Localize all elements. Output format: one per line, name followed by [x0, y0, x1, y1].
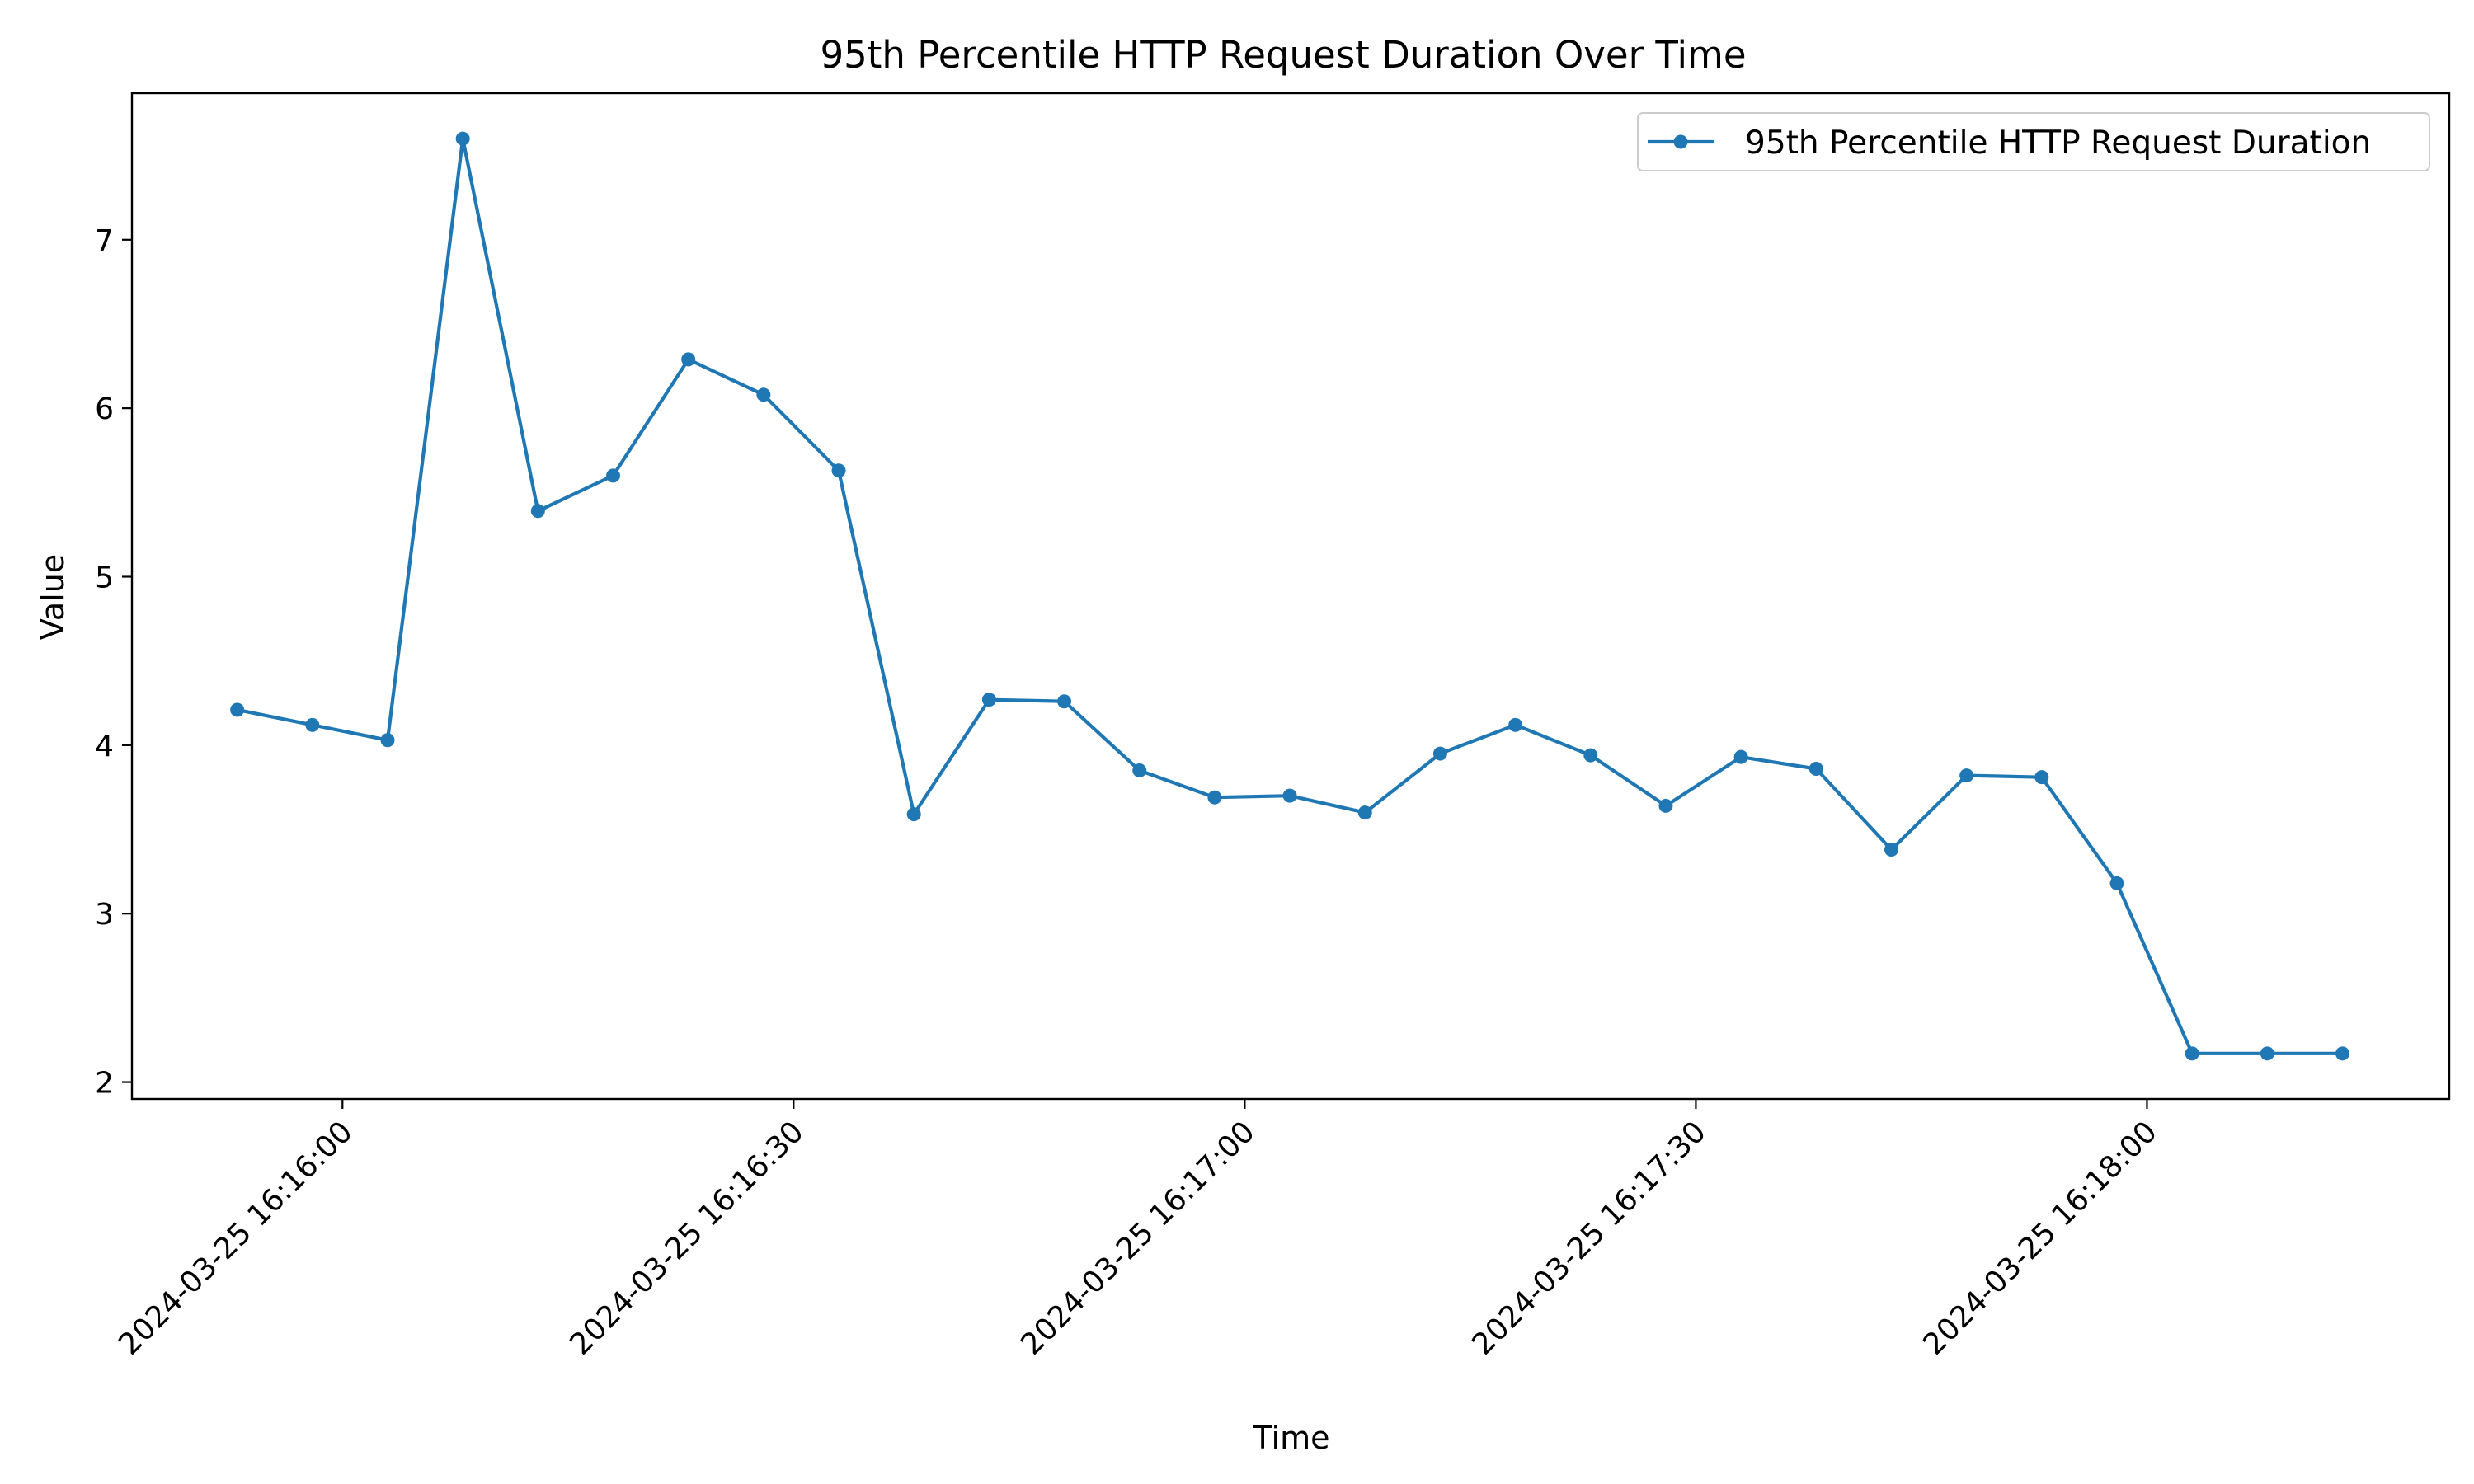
y-tick-label: 5	[95, 561, 114, 594]
y-tick-label: 7	[95, 224, 114, 258]
data-point	[906, 807, 921, 822]
y-tick-label: 6	[95, 392, 114, 426]
y-tick-label: 4	[95, 730, 114, 763]
y-tick-label: 2	[95, 1067, 114, 1101]
chart-title: 95th Percentile HTTP Request Duration Ov…	[820, 33, 1746, 77]
data-point	[2335, 1046, 2350, 1061]
data-point	[1207, 790, 1222, 805]
data-point	[1733, 749, 1748, 764]
data-point	[230, 702, 245, 717]
legend-marker	[1673, 134, 1688, 149]
y-axis-label: Value	[35, 554, 71, 640]
legend-box	[1637, 112, 2430, 171]
data-point	[1508, 717, 1523, 732]
data-point	[380, 733, 395, 748]
legend-label: 95th Percentile HTTP Request Duration	[1745, 124, 2371, 162]
data-point	[1282, 788, 1297, 803]
data-point	[305, 717, 320, 732]
legend: 95th Percentile HTTP Request Duration	[1637, 112, 2430, 171]
data-point	[981, 693, 996, 707]
data-point	[455, 131, 470, 146]
x-axis-label: Time	[1253, 1420, 1330, 1456]
data-point	[1658, 798, 1673, 813]
data-point	[2185, 1046, 2199, 1061]
data-point	[2034, 770, 2049, 785]
y-tick-label: 3	[95, 898, 114, 932]
plot-frame	[130, 92, 2451, 1101]
data-point	[756, 387, 771, 402]
data-point	[1432, 746, 1447, 761]
data-point	[606, 468, 621, 483]
data-point	[1959, 768, 1974, 783]
data-point	[1583, 748, 1598, 763]
data-point	[1884, 843, 1898, 857]
data-point	[1357, 805, 1372, 820]
data-point	[2109, 876, 2124, 890]
data-point	[1132, 763, 1147, 778]
data-point	[681, 352, 696, 367]
data-point	[1808, 761, 1823, 776]
data-point	[1057, 694, 1072, 709]
data-point	[831, 463, 846, 478]
data-point	[2260, 1046, 2274, 1061]
data-point	[530, 504, 545, 519]
